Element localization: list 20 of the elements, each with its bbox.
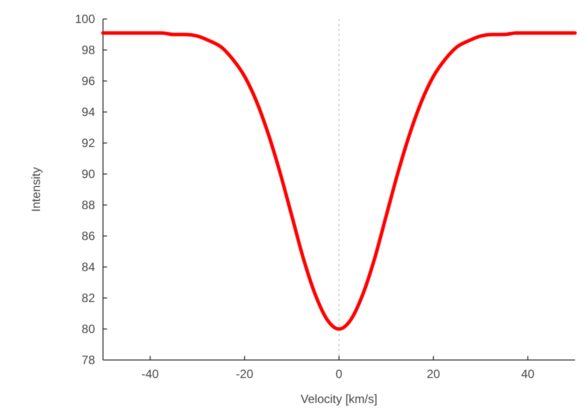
y-tick-label: 92 xyxy=(82,136,96,150)
x-tick-label: 40 xyxy=(521,367,535,381)
x-tick-label: -20 xyxy=(236,367,254,381)
y-tick-label: 88 xyxy=(82,198,96,212)
x-tick-label: -40 xyxy=(142,367,160,381)
x-tick-label: 20 xyxy=(426,367,440,381)
y-tick-label: 90 xyxy=(82,167,96,182)
line-series xyxy=(101,31,577,331)
y-tick-label: 86 xyxy=(82,229,96,244)
y-tick-label: 94 xyxy=(82,105,96,120)
y-tick-label: 84 xyxy=(82,260,96,274)
y-tick-label: 80 xyxy=(82,322,96,336)
y-tick-label: 96 xyxy=(82,74,96,88)
y-tick-label: 98 xyxy=(82,43,96,58)
x-axis-title: Velocity [km/s] xyxy=(300,392,378,406)
y-tick-label: 82 xyxy=(82,291,96,306)
y-axis-title: Intensity xyxy=(29,167,43,212)
x-tick-label: 0 xyxy=(336,367,343,381)
y-tick-label: 100 xyxy=(74,12,96,26)
y-tick-label: 78 xyxy=(82,353,96,368)
